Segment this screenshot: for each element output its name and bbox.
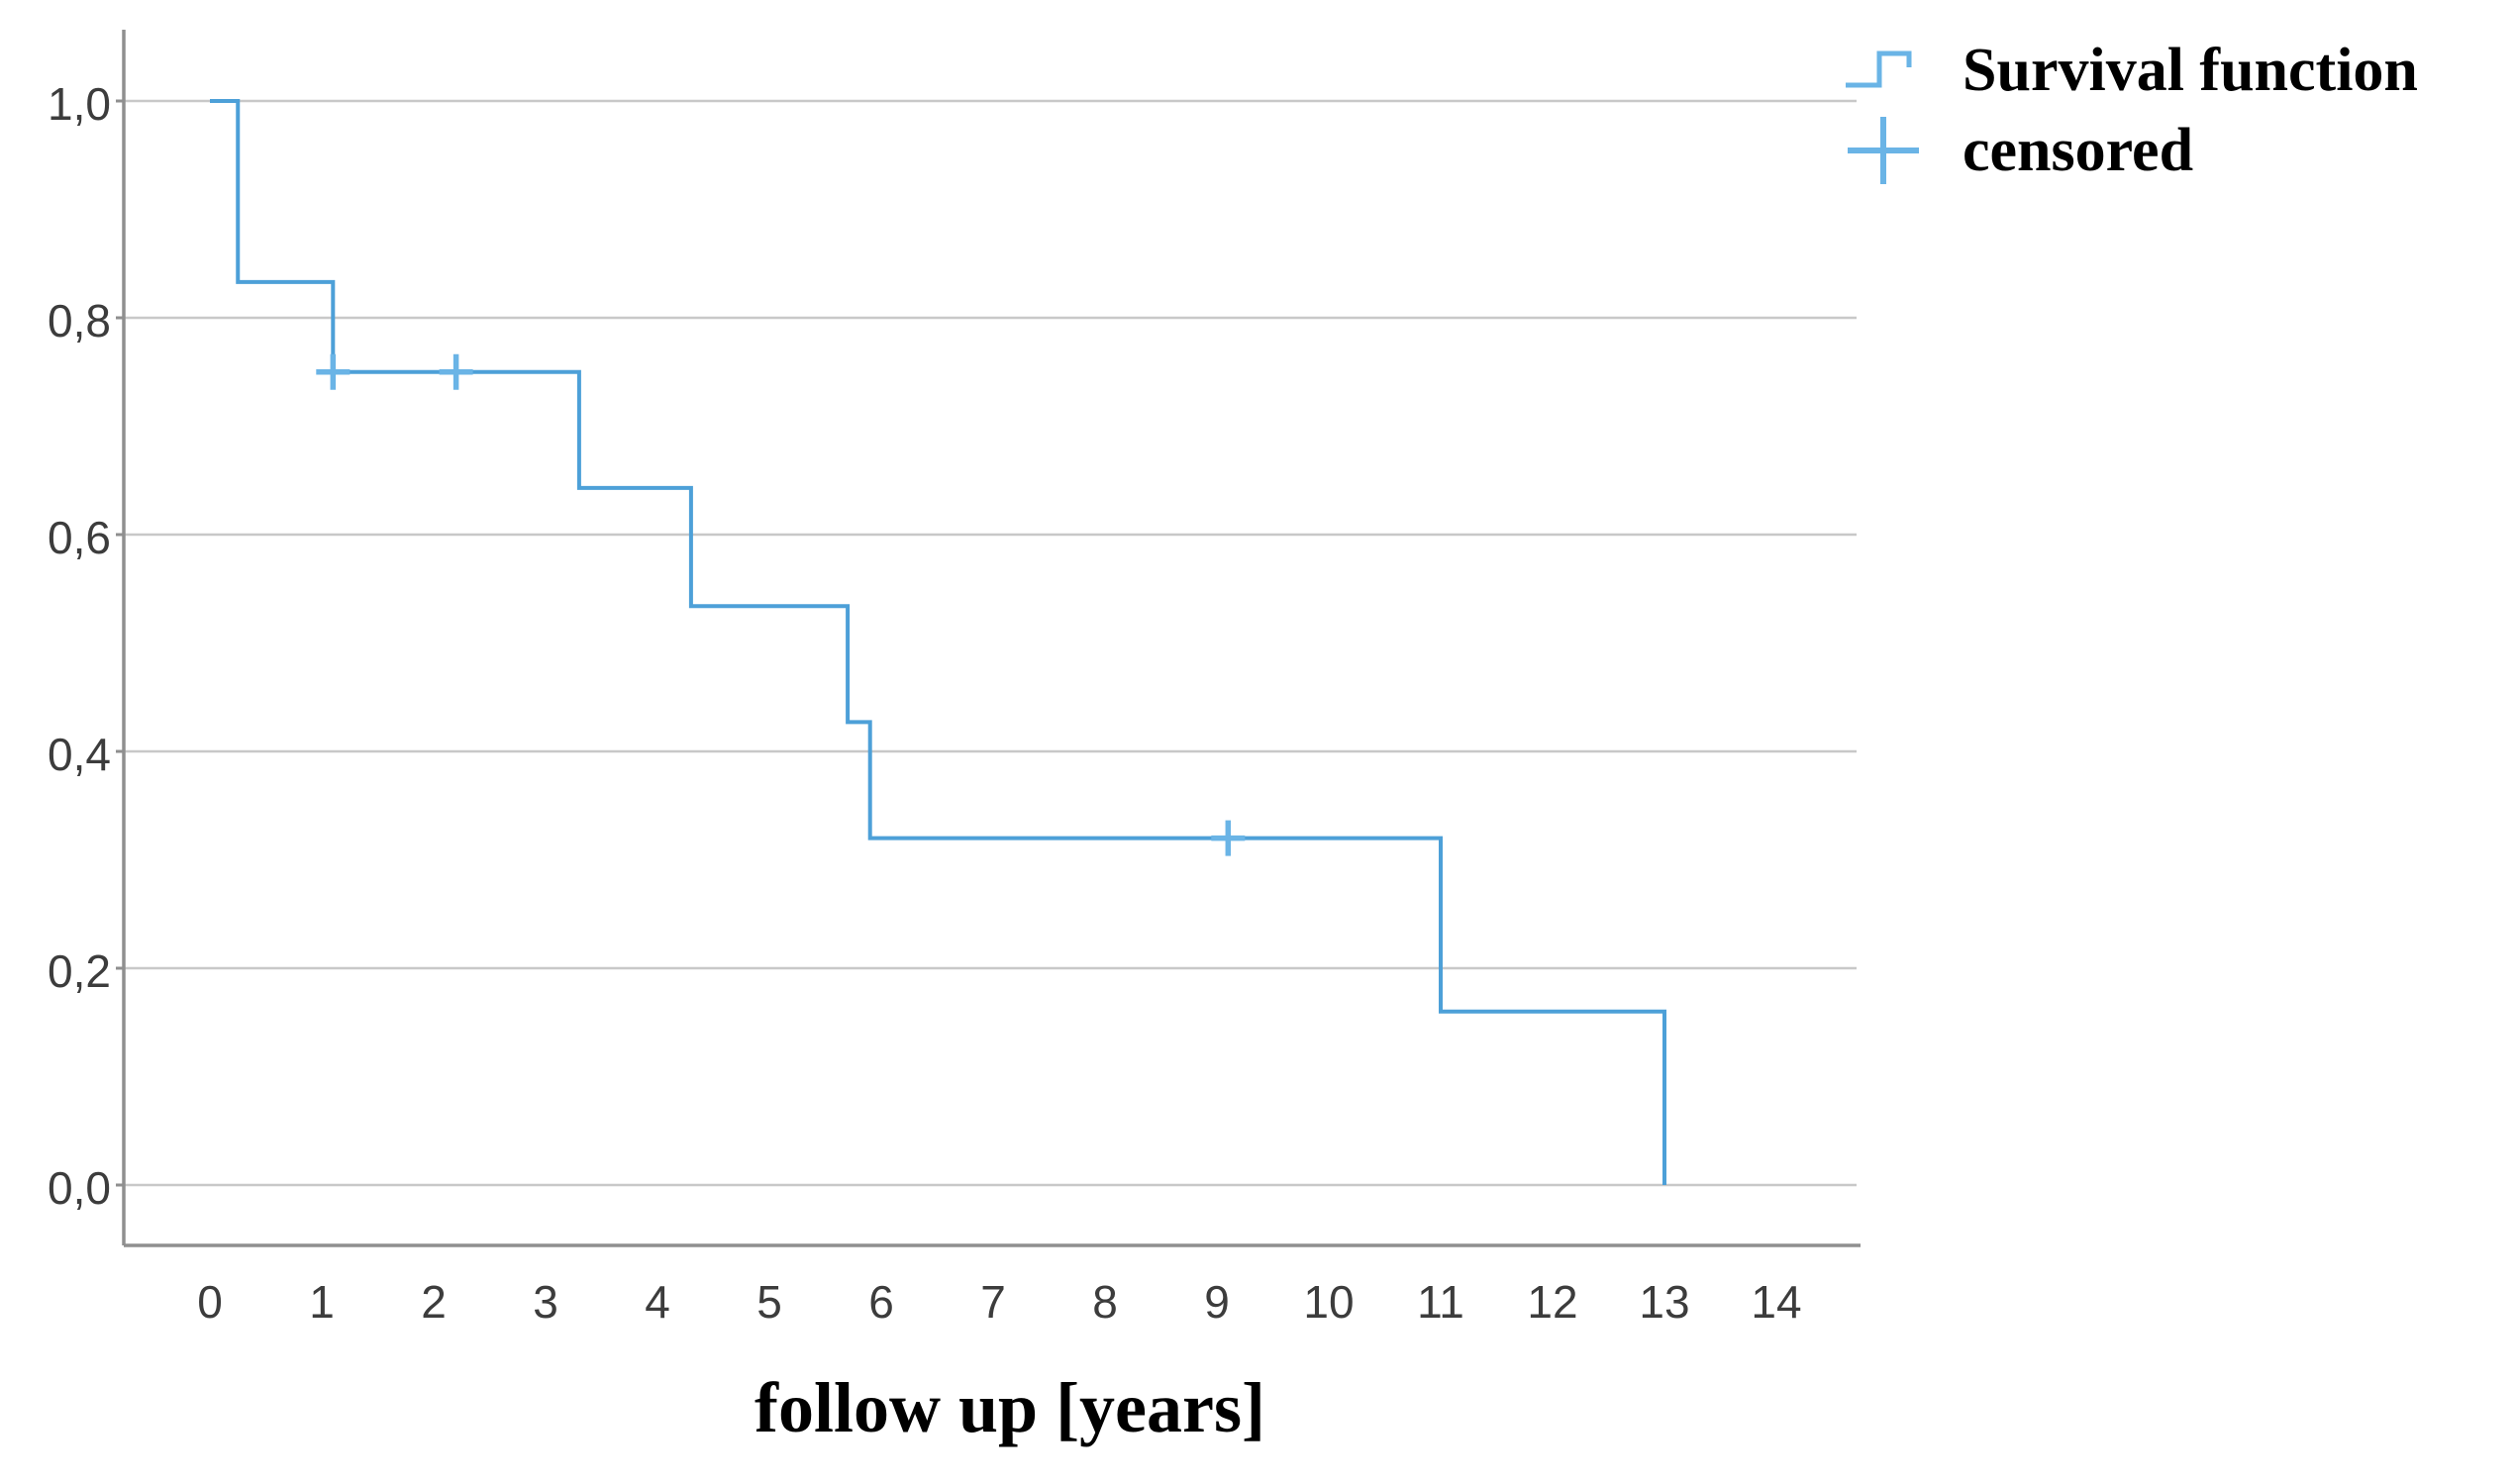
x-tick-label: 5 bbox=[756, 1276, 782, 1328]
x-tick-label: 9 bbox=[1204, 1276, 1230, 1328]
y-tick-label: 0,4 bbox=[48, 729, 111, 780]
legend-label-censored: censored bbox=[1963, 117, 2194, 184]
step-line-icon bbox=[1846, 50, 1912, 88]
x-tick-label: 4 bbox=[645, 1276, 670, 1328]
legend-label-survival-function: Survival function bbox=[1963, 37, 2418, 104]
x-axis-title: follow up [years] bbox=[755, 1368, 1265, 1447]
x-tick-label: 6 bbox=[868, 1276, 894, 1328]
legend-item-survival-function: Survival function bbox=[1844, 40, 2418, 101]
survival-curve bbox=[210, 99, 1666, 1185]
x-tick-label: 0 bbox=[197, 1276, 223, 1328]
x-tick-label: 7 bbox=[980, 1276, 1006, 1328]
x-tick-label: 2 bbox=[421, 1276, 447, 1328]
x-tick-label: 12 bbox=[1527, 1276, 1578, 1328]
y-tick-label: 0,0 bbox=[48, 1162, 111, 1214]
y-tick-label: 0,6 bbox=[48, 512, 111, 563]
x-tick-label: 14 bbox=[1751, 1276, 1802, 1328]
x-tick-label: 1 bbox=[309, 1276, 335, 1328]
x-tick-label: 8 bbox=[1092, 1276, 1118, 1328]
plus-icon bbox=[1848, 117, 1919, 184]
x-tick-label: 11 bbox=[1417, 1276, 1464, 1328]
legend-item-censored: censored bbox=[1844, 113, 2193, 188]
y-tick-label: 1,0 bbox=[48, 78, 111, 130]
y-tick-label: 0,8 bbox=[48, 295, 111, 346]
x-tick-label: 10 bbox=[1303, 1276, 1355, 1328]
y-tick-label: 0,2 bbox=[48, 945, 111, 997]
x-tick-label: 3 bbox=[533, 1276, 558, 1328]
x-tick-label: 13 bbox=[1639, 1276, 1690, 1328]
